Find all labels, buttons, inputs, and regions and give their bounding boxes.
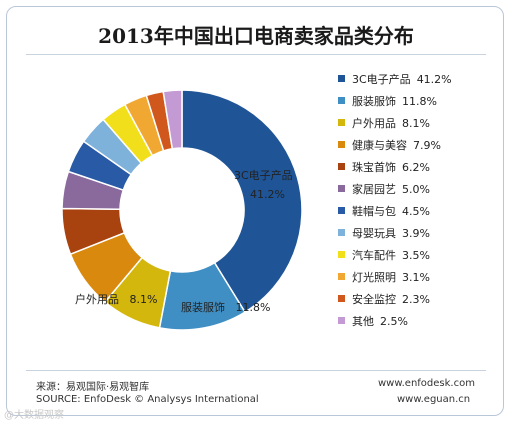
legend-item-6: 家居园艺 5.0%	[338, 181, 430, 199]
legend-value-7: 4.5%	[402, 205, 430, 218]
url-enfodesk: www.enfodesk.com	[378, 378, 475, 389]
legend-item-9: 汽车配件 3.5%	[338, 247, 430, 265]
legend-value-9: 3.5%	[402, 249, 430, 262]
legend-label-12: 其他	[352, 315, 374, 328]
legend-item-4: 健康与美容 7.9%	[338, 137, 441, 155]
source-en: SOURCE: EnfoDesk © Analysys Internationa…	[36, 394, 259, 405]
legend-label-8: 母婴玩具	[352, 227, 396, 240]
legend-value-4: 7.9%	[413, 139, 441, 152]
legend-swatch-2	[338, 97, 345, 104]
slice-label-outdoor-value: 8.1%	[129, 293, 158, 306]
slice-label-3c-category: 3C电子产品	[234, 169, 293, 182]
slice-label-apparel-category: 服装服饰	[181, 301, 225, 314]
legend-swatch-5	[338, 163, 345, 170]
legend-swatch-11	[338, 295, 345, 302]
title-divider	[26, 54, 486, 55]
watermark-text: @大数据观察	[4, 410, 64, 421]
url-eguan: www.eguan.cn	[397, 394, 471, 405]
legend-swatch-8	[338, 229, 345, 236]
legend-value-8: 3.9%	[402, 227, 430, 240]
legend-item-2: 服装服饰 11.8%	[338, 93, 437, 111]
slice-label-outdoor: 户外用品 8.1%	[75, 291, 157, 307]
legend-item-3: 户外用品 8.1%	[338, 115, 430, 133]
legend-value-5: 6.2%	[402, 161, 430, 174]
slice-label-apparel: 服装服饰 11.8%	[181, 299, 270, 315]
legend-label-9: 汽车配件	[352, 249, 396, 262]
legend-label-3: 户外用品	[352, 117, 396, 130]
legend-label-5: 珠宝首饰	[352, 161, 396, 174]
legend-value-2: 11.8%	[402, 95, 437, 108]
slice-label-outdoor-category: 户外用品	[75, 293, 119, 306]
legend-item-8: 母婴玩具 3.9%	[338, 225, 430, 243]
legend-label-4: 健康与美容	[352, 139, 407, 152]
legend-swatch-4	[338, 141, 345, 148]
donut-slice-1	[181, 89, 303, 314]
legend-label-7: 鞋帽与包	[352, 205, 396, 218]
legend-item-5: 珠宝首饰 6.2%	[338, 159, 430, 177]
legend-label-10: 灯光照明	[352, 271, 396, 284]
legend-swatch-10	[338, 273, 345, 280]
source-cn: 来源：易观国际·易观智库	[36, 382, 150, 393]
legend-value-10: 3.1%	[402, 271, 430, 284]
legend-label-1: 3C电子产品	[352, 73, 411, 86]
legend-swatch-3	[338, 119, 345, 126]
legend-item-11: 安全监控 2.3%	[338, 291, 430, 309]
legend-label-11: 安全监控	[352, 293, 396, 306]
legend-value-12: 2.5%	[380, 315, 408, 328]
legend-swatch-12	[338, 317, 345, 324]
slice-label-3c-value: 41.2%	[250, 188, 285, 201]
chart-title: 2013年中国出口电商卖家品类分布	[98, 24, 414, 48]
legend-item-7: 鞋帽与包 4.5%	[338, 203, 430, 221]
legend-label-2: 服装服饰	[352, 95, 396, 108]
legend-item-12: 其他 2.5%	[338, 313, 408, 331]
footer-divider	[26, 370, 486, 371]
legend-label-6: 家居园艺	[352, 183, 396, 196]
legend-item-10: 灯光照明 3.1%	[338, 269, 430, 287]
legend-swatch-6	[338, 185, 345, 192]
legend-value-1: 41.2%	[416, 73, 452, 86]
slice-label-3c: 3C电子产品 41.2%	[234, 167, 293, 201]
donut-slice-12	[162, 89, 183, 150]
legend-item-1: 3C电子产品 41.2%	[338, 71, 452, 89]
slice-label-apparel-value: 11.8%	[235, 301, 271, 314]
legend-swatch-9	[338, 251, 345, 258]
legend-swatch-1	[338, 75, 345, 82]
legend-value-6: 5.0%	[402, 183, 430, 196]
legend-value-3: 8.1%	[402, 117, 430, 130]
legend-swatch-7	[338, 207, 345, 214]
legend-value-11: 2.3%	[402, 293, 430, 306]
